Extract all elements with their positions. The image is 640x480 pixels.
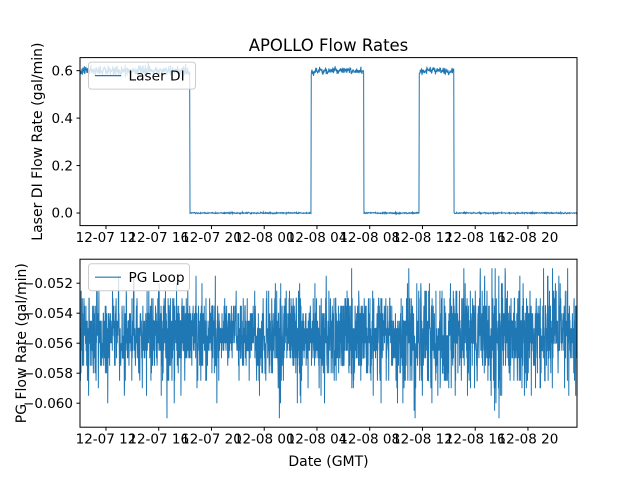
y-tick-label: −0.058 (23, 366, 73, 382)
x-tick-label: 12-07 16 (128, 230, 189, 246)
pg-loop-legend: PG Loop (88, 263, 190, 292)
legend-box (88, 61, 196, 90)
x-tick-label: 12-08 00 (234, 431, 295, 447)
x-tick-label: 12-08 00 (234, 230, 295, 246)
y-tick-label: 0.6 (52, 63, 73, 79)
x-tick-label: 12-07 16 (128, 431, 189, 447)
x-tick-label: 12-07 20 (181, 431, 242, 447)
x-tick-label: 12-08 20 (498, 431, 559, 447)
x-tick-label: 12-08 16 (445, 431, 506, 447)
x-tick-label: 12-08 12 (392, 431, 453, 447)
chart-title: APOLLO Flow Rates (249, 36, 409, 55)
x-tick-label: 12-08 04 (287, 431, 348, 447)
y-tick-label: −0.056 (23, 336, 73, 352)
laser-di-ylabel: Laser DI Flow Rate (gal/min) (30, 42, 46, 240)
y-tick-label: −0.060 (23, 396, 73, 412)
legend-label: Laser DI (129, 68, 185, 84)
pg-loop-line (79, 268, 578, 419)
x-tick-label: 12-08 16 (445, 230, 506, 246)
y-tick-label: 0.2 (52, 158, 73, 174)
x-tick-label: 12-08 20 (498, 230, 559, 246)
x-axis-label: Date (GMT) (288, 454, 368, 470)
pg-loop-ylabel: PG Flow Rate (gal/min) (14, 263, 30, 423)
laser-di-legend: Laser DI (88, 61, 196, 90)
x-tick-label: 12-08 04 (287, 230, 348, 246)
y-tick-label: 0.0 (52, 206, 73, 222)
legend-box (88, 263, 190, 292)
laser-di-spines (79, 57, 578, 227)
x-tick-label: 12-08 12 (392, 230, 453, 246)
y-tick-label: −0.052 (23, 276, 73, 292)
legend-label: PG Loop (129, 270, 185, 286)
y-tick-label: −0.054 (23, 306, 73, 322)
x-tick-label: 12-08 08 (339, 431, 400, 447)
x-tick-label: 12-08 08 (339, 230, 400, 246)
x-tick-label: 12-07 12 (76, 431, 137, 447)
x-tick-label: 12-07 12 (76, 230, 137, 246)
y-tick-label: 0.4 (52, 111, 73, 127)
x-tick-label: 12-07 20 (181, 230, 242, 246)
